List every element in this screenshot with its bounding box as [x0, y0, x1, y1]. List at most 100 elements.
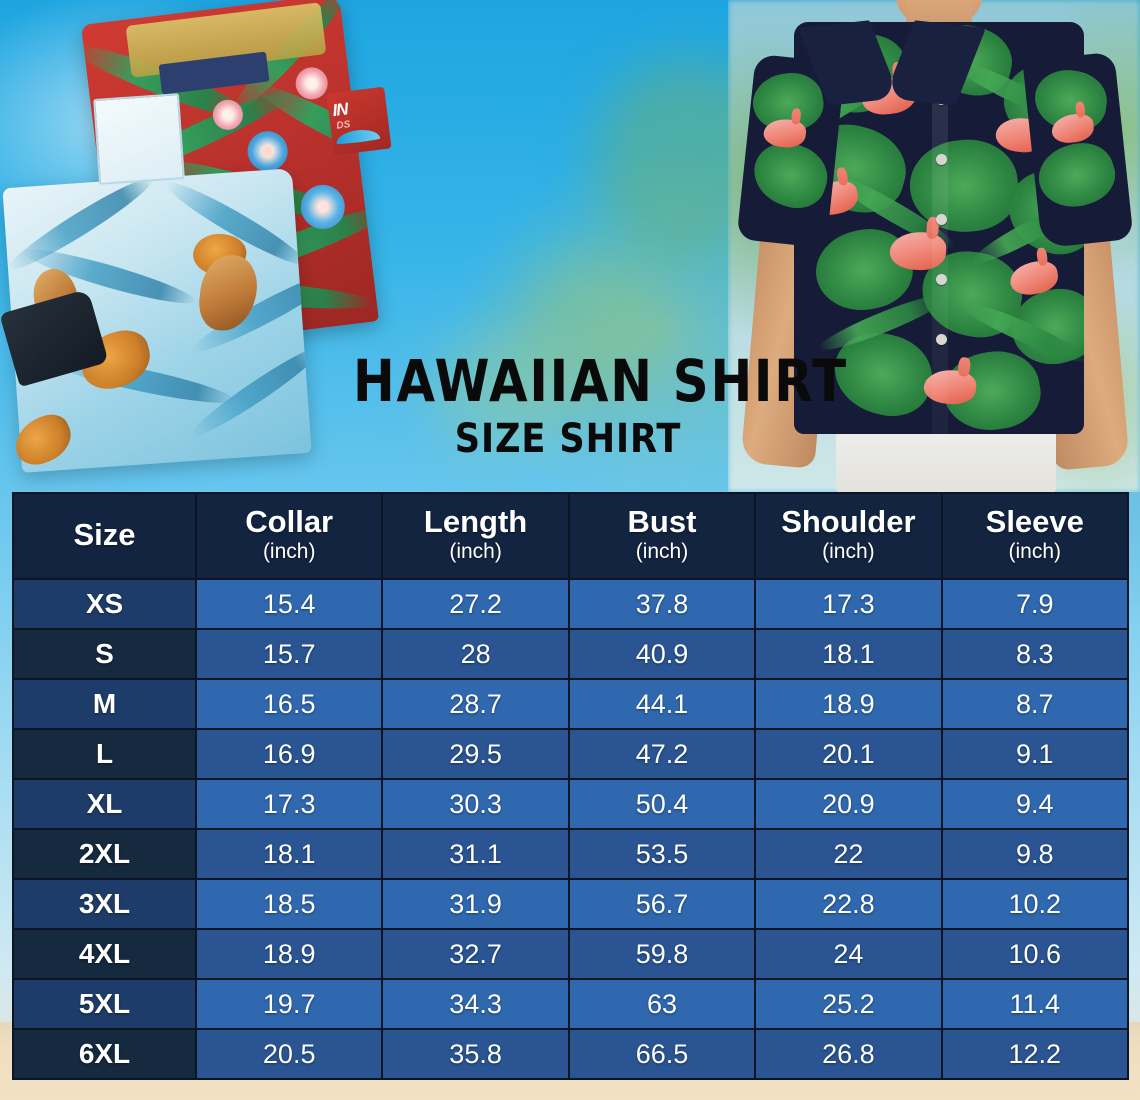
measurement-cell-bust: 37.8	[567, 578, 757, 630]
size-label-cell: 2XL	[12, 828, 197, 880]
measurement-cell-sleeve: 9.8	[940, 828, 1130, 880]
measurement-cell-bust: 44.1	[567, 678, 757, 730]
column-header-collar: Collar (inch)	[194, 492, 384, 580]
table-row: 6XL 20.5 35.8 66.5 26.8 12.2	[12, 1028, 1130, 1080]
measurement-cell-shoulder: 22.8	[754, 878, 943, 930]
measurement-cell-collar: 18.1	[194, 828, 384, 880]
measurement-cell-bust: 63	[567, 978, 757, 1030]
measurement-cell-shoulder: 17.3	[754, 578, 943, 630]
table-row: XS 15.4 27.2 37.8 17.3 7.9	[12, 578, 1130, 630]
shirt-button	[936, 334, 947, 345]
measurement-cell-bust: 50.4	[567, 778, 757, 830]
measurement-cell-bust: 59.8	[567, 928, 757, 980]
measurement-cell-shoulder: 18.1	[754, 628, 943, 680]
measurement-cell-shoulder: 18.9	[754, 678, 943, 730]
measurement-cell-length: 27.2	[381, 578, 570, 630]
measurement-cell-sleeve: 8.7	[940, 678, 1130, 730]
measurement-cell-length: 29.5	[381, 728, 570, 780]
measurement-cell-collar: 16.5	[194, 678, 384, 730]
measurement-cell-collar: 19.7	[194, 978, 384, 1030]
measurement-cell-length: 31.1	[381, 828, 570, 880]
table-row: XL 17.3 30.3 50.4 20.9 9.4	[12, 778, 1130, 830]
table-row: 5XL 19.7 34.3 63 25.2 11.4	[12, 978, 1130, 1030]
column-header-label: Size	[73, 516, 136, 552]
size-label-cell: 3XL	[12, 878, 197, 930]
table-body: XS 15.4 27.2 37.8 17.3 7.9 S 15.7 28 40.9 18.1 8.3 M…	[12, 578, 1130, 1080]
size-label-cell: L	[12, 728, 197, 780]
size-label-cell: 4XL	[12, 928, 197, 980]
shirt-button	[936, 214, 947, 225]
shirt-button	[936, 154, 947, 165]
measurement-cell-shoulder: 24	[754, 928, 943, 980]
measurement-cell-length: 31.9	[381, 878, 570, 930]
model-photo	[728, 0, 1140, 492]
column-header-unit: (inch)	[1008, 540, 1062, 564]
size-label-cell: XS	[12, 578, 197, 630]
sleeve-logo-graphic: IN DS	[326, 86, 392, 156]
column-header-label: Bust	[627, 503, 697, 539]
table-header-row: Size Collar (inch) Length (inch) Bust (inch) Sh…	[12, 492, 1130, 580]
page-subtitle: SIZE SHIRT	[454, 416, 682, 462]
measurement-cell-sleeve: 9.1	[940, 728, 1130, 780]
chart-title-block: HAWAIIAN SHIRT SIZE SHIRT	[318, 347, 848, 462]
table-header: Size Collar (inch) Length (inch) Bust (inch) Sh…	[12, 492, 1130, 580]
measurement-cell-shoulder: 22	[754, 828, 943, 880]
column-header-unit: (inch)	[822, 540, 875, 564]
page-title: HAWAIIAN SHIRT	[353, 347, 848, 415]
table-row: 2XL 18.1 31.1 53.5 22 9.8	[12, 828, 1130, 880]
column-header-label: Sleeve	[985, 503, 1084, 539]
measurement-cell-sleeve: 8.3	[940, 628, 1130, 680]
shirt-placket	[932, 62, 948, 434]
column-header-bust: Bust (inch)	[567, 492, 757, 580]
size-label-cell: XL	[12, 778, 197, 830]
measurement-cell-length: 28	[381, 628, 570, 680]
column-header-label: Collar	[245, 503, 334, 539]
measurement-cell-bust: 56.7	[567, 878, 757, 930]
measurement-cell-collar: 16.9	[194, 728, 384, 780]
measurement-cell-bust: 53.5	[567, 828, 757, 880]
measurement-cell-length: 35.8	[381, 1028, 570, 1080]
column-header-unit: (inch)	[635, 540, 689, 564]
blue-shirt-pocket	[93, 93, 185, 185]
column-header-sleeve: Sleeve (inch)	[940, 492, 1130, 580]
foliage-blob	[520, 250, 670, 400]
measurement-cell-collar: 15.7	[194, 628, 384, 680]
foliage-blob	[430, 330, 570, 450]
measurement-cell-bust: 66.5	[567, 1028, 757, 1080]
measurement-cell-sleeve: 9.4	[940, 778, 1130, 830]
measurement-cell-sleeve: 7.9	[940, 578, 1130, 630]
size-chart-container: Size Collar (inch) Length (inch) Bust (inch) Sh…	[12, 492, 1130, 1080]
measurement-cell-shoulder: 20.9	[754, 778, 943, 830]
column-header-unit: (inch)	[449, 540, 502, 564]
measurement-cell-length: 34.3	[381, 978, 570, 1030]
measurement-cell-sleeve: 11.4	[940, 978, 1130, 1030]
size-chart-table: Size Collar (inch) Length (inch) Bust (inch) Sh…	[12, 492, 1130, 1080]
column-header-size: Size	[12, 492, 197, 580]
measurement-cell-collar: 15.4	[194, 578, 384, 630]
measurement-cell-length: 28.7	[381, 678, 570, 730]
measurement-cell-collar: 20.5	[194, 1028, 384, 1080]
measurement-cell-length: 32.7	[381, 928, 570, 980]
size-label-cell: 5XL	[12, 978, 197, 1030]
shirt-right-sleeve	[1022, 51, 1134, 249]
measurement-cell-shoulder: 26.8	[754, 1028, 943, 1080]
shirt-button	[936, 274, 947, 285]
size-label-cell: 6XL	[12, 1028, 197, 1080]
size-label-cell: M	[12, 678, 197, 730]
column-header-label: Shoulder	[781, 503, 916, 539]
table-row: S 15.7 28 40.9 18.1 8.3	[12, 628, 1130, 680]
measurement-cell-length: 30.3	[381, 778, 570, 830]
measurement-cell-bust: 47.2	[567, 728, 757, 780]
measurement-cell-shoulder: 20.1	[754, 728, 943, 780]
measurement-cell-sleeve: 10.2	[940, 878, 1130, 930]
measurement-cell-sleeve: 10.6	[940, 928, 1130, 980]
table-row: L 16.9 29.5 47.2 20.1 9.1	[12, 728, 1130, 780]
measurement-cell-bust: 40.9	[567, 628, 757, 680]
column-header-label: Length	[423, 503, 528, 539]
measurement-cell-sleeve: 12.2	[940, 1028, 1130, 1080]
size-label-cell: S	[12, 628, 197, 680]
column-header-shoulder: Shoulder (inch)	[754, 492, 943, 580]
measurement-cell-shoulder: 25.2	[754, 978, 943, 1030]
column-header-length: Length (inch)	[381, 492, 570, 580]
table-row: 4XL 18.9 32.7 59.8 24 10.6	[12, 928, 1130, 980]
